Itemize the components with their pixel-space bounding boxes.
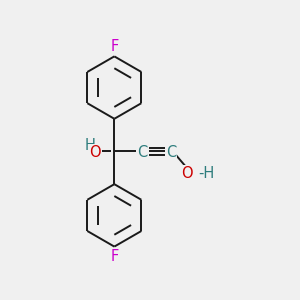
Text: -H: -H: [198, 166, 215, 181]
Text: O: O: [89, 146, 101, 160]
Text: C: C: [166, 146, 176, 160]
Text: O: O: [181, 166, 192, 181]
Text: H: H: [84, 138, 95, 153]
Text: F: F: [110, 249, 118, 264]
Text: F: F: [110, 39, 118, 54]
Text: C: C: [137, 146, 148, 160]
